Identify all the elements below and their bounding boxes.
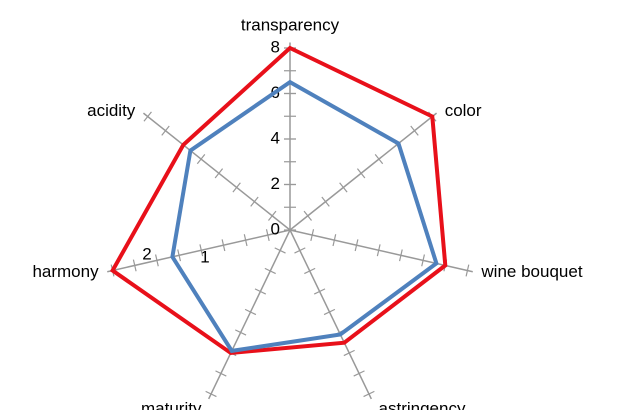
axis-tick — [244, 308, 257, 316]
axis-tick — [303, 210, 312, 221]
axis-tick — [310, 229, 315, 242]
axis-tick — [374, 154, 384, 165]
annotation: 2 — [142, 244, 151, 263]
series-line — [170, 79, 439, 354]
axis-tick — [343, 349, 355, 357]
axis-tick — [323, 308, 336, 316]
axis-line — [142, 112, 291, 231]
axis-tick — [196, 154, 206, 165]
category-label: astringency — [379, 399, 466, 410]
axis-tick — [155, 254, 159, 267]
axis-tick — [254, 288, 267, 295]
category-label: acidity — [87, 101, 136, 120]
axis-tick — [243, 234, 248, 247]
axis-tick — [353, 370, 365, 377]
axis-tick — [339, 182, 348, 193]
axis-tick — [354, 239, 359, 252]
axis-tick — [215, 370, 227, 377]
axis-tick — [376, 244, 381, 257]
axis-tick — [304, 267, 316, 275]
axis-tick — [410, 125, 419, 136]
category-label: color — [445, 101, 482, 120]
axis-tick — [356, 168, 366, 179]
axis-tick — [274, 247, 286, 254]
axis-tick — [268, 210, 277, 221]
axis-tick — [264, 267, 276, 275]
axis-tick — [199, 244, 204, 257]
category-label: maturity — [141, 399, 202, 410]
axis-tick — [465, 264, 470, 277]
axis-tick — [421, 254, 425, 267]
axis-tick — [205, 390, 217, 398]
axis-tick — [294, 247, 306, 254]
annotation: 1 — [200, 247, 209, 266]
axis-tick — [232, 182, 241, 193]
axis-line — [107, 229, 291, 273]
axis-line — [207, 229, 291, 400]
axis-tick — [265, 229, 270, 242]
axis-line — [289, 229, 373, 400]
category-label: transparency — [241, 15, 340, 34]
axis-tick — [161, 125, 170, 136]
axis-tick — [132, 259, 137, 272]
axis-tick — [321, 196, 330, 207]
axis-line — [289, 229, 473, 273]
axis-tick — [363, 390, 375, 398]
axis-tick — [398, 249, 403, 262]
category-label: harmony — [32, 262, 99, 281]
category-label: wine bouquet — [480, 262, 582, 281]
tick-label: 8 — [271, 37, 280, 56]
axis-tick — [332, 234, 337, 247]
axis-line — [289, 112, 438, 231]
axis-tick — [214, 168, 224, 179]
axis-tick — [234, 329, 247, 336]
axis-tick — [221, 239, 226, 252]
series-line — [109, 45, 448, 356]
axis-tick — [250, 196, 259, 207]
tick-label: 0 — [271, 219, 280, 238]
tick-label: 4 — [271, 128, 280, 147]
axis-tick — [313, 288, 326, 295]
tick-label: 2 — [271, 174, 280, 193]
axis-tick — [177, 249, 182, 262]
axis-tick — [143, 111, 152, 122]
